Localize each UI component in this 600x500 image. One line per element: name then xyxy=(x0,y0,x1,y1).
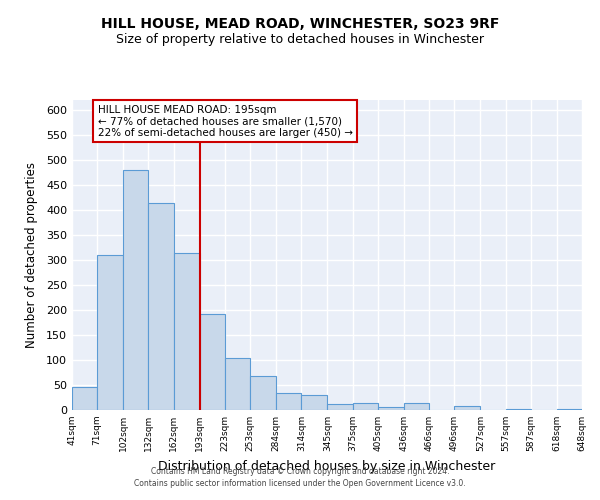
Bar xyxy=(123,170,148,410)
Bar xyxy=(404,402,429,410)
Bar xyxy=(378,406,404,410)
Text: HILL HOUSE, MEAD ROAD, WINCHESTER, SO23 9RF: HILL HOUSE, MEAD ROAD, WINCHESTER, SO23 … xyxy=(101,18,499,32)
Bar xyxy=(148,202,173,410)
Bar xyxy=(328,404,353,410)
Bar xyxy=(200,314,225,410)
Bar xyxy=(454,406,481,410)
Y-axis label: Number of detached properties: Number of detached properties xyxy=(25,162,38,348)
Bar xyxy=(72,387,97,410)
Bar xyxy=(250,376,276,410)
Bar xyxy=(557,409,582,410)
Bar xyxy=(276,392,301,410)
Bar xyxy=(173,252,200,410)
Text: HILL HOUSE MEAD ROAD: 195sqm
← 77% of detached houses are smaller (1,570)
22% of: HILL HOUSE MEAD ROAD: 195sqm ← 77% of de… xyxy=(97,104,353,138)
Bar xyxy=(301,395,328,410)
Bar xyxy=(506,409,531,410)
Bar xyxy=(97,255,123,410)
Bar xyxy=(353,402,378,410)
X-axis label: Distribution of detached houses by size in Winchester: Distribution of detached houses by size … xyxy=(158,460,496,472)
Text: Contains HM Land Registry data © Crown copyright and database right 2024.
Contai: Contains HM Land Registry data © Crown c… xyxy=(134,466,466,487)
Text: Size of property relative to detached houses in Winchester: Size of property relative to detached ho… xyxy=(116,32,484,46)
Bar xyxy=(225,358,250,410)
